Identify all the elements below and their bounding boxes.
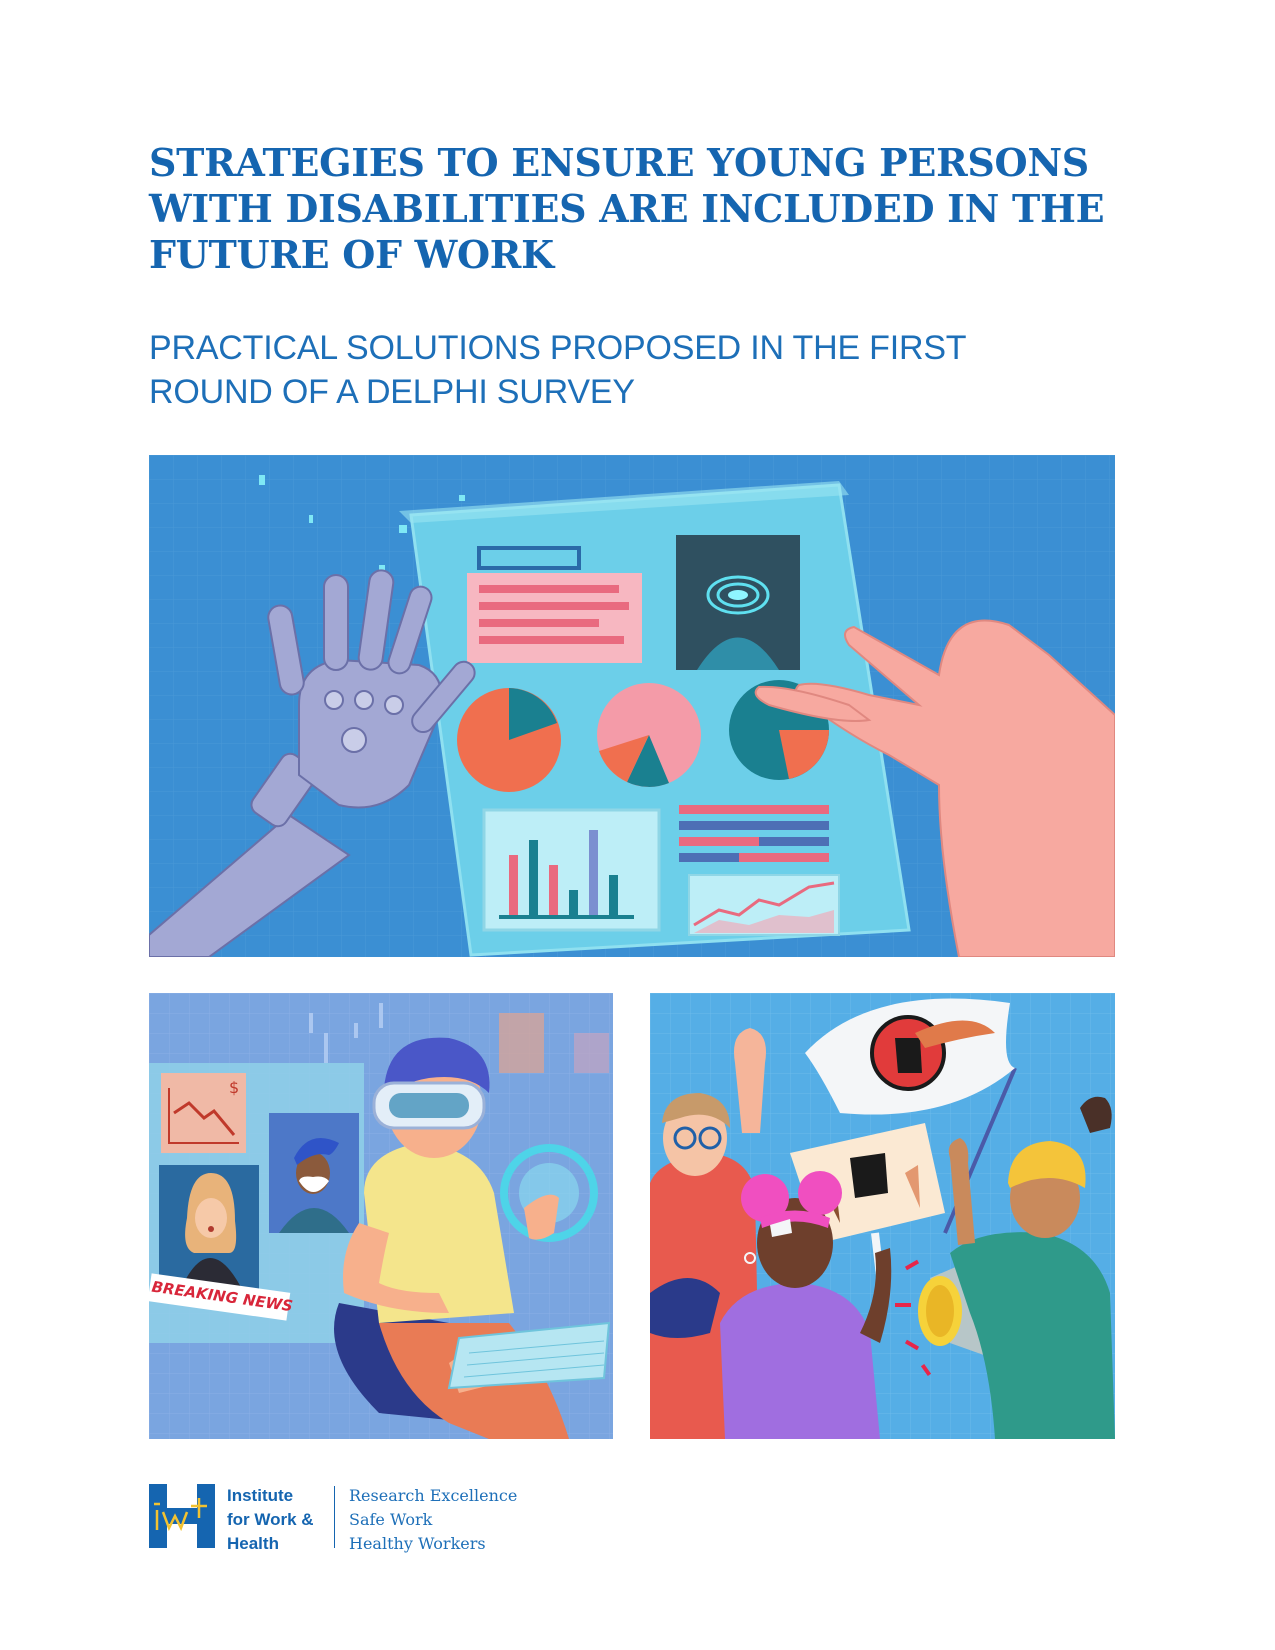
illustration-advocacy-rally — [650, 993, 1115, 1439]
logo-name-line: Health — [227, 1534, 279, 1553]
pie-chart-2 — [597, 683, 701, 787]
rally-person-beanie — [948, 1096, 1115, 1439]
tablet-line-chart — [688, 874, 840, 936]
rally-illustration-svg — [650, 993, 1115, 1439]
tagline-line: Safe Work — [349, 1510, 433, 1529]
robotic-hand — [149, 569, 476, 957]
pie-chart-1 — [457, 688, 561, 792]
iwh-tagline: Research Excellence Safe Work Healthy Wo… — [349, 1484, 569, 1556]
illustration-future-work-tablet — [149, 455, 1115, 957]
report-title-line: WITH DISABILITIES ARE INCLUDED IN THE — [149, 186, 1105, 231]
masked-person-frame — [269, 1113, 359, 1233]
tagline-line: Research Excellence — [349, 1486, 518, 1505]
stock-chart-frame: $ — [161, 1073, 246, 1153]
fingerprint-scan-frame — [676, 535, 800, 670]
human-hand — [754, 619, 1115, 957]
holographic-keyboard — [447, 1321, 611, 1390]
illustration-vr-worker: $ BREAKING NEWS — [149, 993, 613, 1439]
tablet-bar-chart — [482, 808, 661, 932]
tablet-text-card — [467, 573, 642, 663]
iwh-logo-name: Institute for Work & Health — [227, 1484, 337, 1556]
hologram-ring — [500, 1144, 598, 1242]
floating-panel — [499, 1013, 544, 1073]
logo-name-line: for Work & — [227, 1510, 314, 1529]
tablet-search-bar — [477, 546, 581, 570]
glasses-icon — [673, 1126, 697, 1150]
logo-divider — [334, 1486, 335, 1548]
report-title: STRATEGIES TO ENSURE YOUNG PERSONS WITH … — [149, 140, 1149, 278]
report-title-line: STRATEGIES TO ENSURE YOUNG PERSONS — [149, 140, 1089, 185]
data-particles — [309, 1003, 383, 1063]
tablet-horizontal-bars — [679, 805, 829, 862]
iwh-logo-icon — [149, 1484, 215, 1548]
dollar-sign: $ — [229, 1078, 239, 1097]
tagline-line: Healthy Workers — [349, 1534, 486, 1553]
raised-arm — [734, 1028, 766, 1133]
logo-name-line: Institute — [227, 1486, 294, 1505]
report-subtitle: PRACTICAL SOLUTIONS PROPOSED IN THE FIRS… — [149, 326, 1149, 414]
report-subtitle-line: PRACTICAL SOLUTIONS PROPOSED IN THE FIRS… — [149, 329, 967, 367]
rally-flag — [805, 998, 1017, 1234]
raised-fist-icon — [850, 1153, 888, 1198]
vr-worker-illustration-svg: $ BREAKING NEWS — [149, 993, 613, 1439]
floating-panel — [574, 1033, 609, 1073]
report-title-line: FUTURE OF WORK — [149, 232, 554, 277]
tablet-illustration-svg — [149, 455, 1115, 957]
report-subtitle-line: ROUND OF A DELPHI SURVEY — [149, 373, 635, 411]
rally-person-pink-hair — [720, 1171, 892, 1439]
